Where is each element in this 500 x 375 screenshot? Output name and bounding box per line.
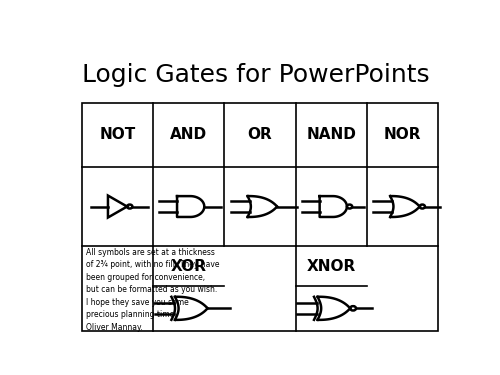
Text: NOT: NOT (100, 127, 136, 142)
Text: XOR: XOR (171, 259, 207, 274)
Text: NAND: NAND (306, 127, 356, 142)
Text: NOR: NOR (384, 127, 422, 142)
Text: OR: OR (248, 127, 272, 142)
Text: Logic Gates for PowerPoints: Logic Gates for PowerPoints (82, 63, 430, 87)
Text: XNOR: XNOR (307, 259, 356, 274)
Text: AND: AND (170, 127, 207, 142)
Text: All symbols are set at a thickness
of 2¾ point, with no fill. They have
been gro: All symbols are set at a thickness of 2¾… (86, 248, 219, 332)
